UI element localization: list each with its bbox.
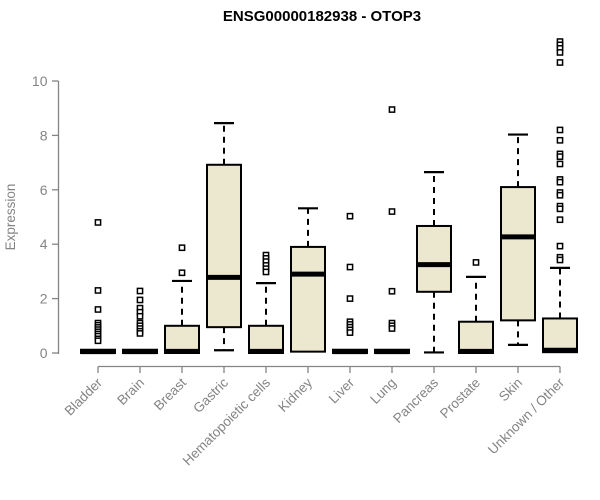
outlier-point (262, 268, 270, 276)
iqr-box (542, 317, 578, 354)
outlier-point (556, 242, 564, 250)
outlier-point (388, 287, 396, 295)
outlier-point (94, 306, 102, 313)
y-tick-label: 8 (40, 127, 48, 143)
outlier-point (556, 136, 564, 144)
outlier-point (556, 178, 564, 186)
box-group (164, 244, 200, 354)
x-category-label: Kidney (275, 375, 315, 415)
x-category-label: Bladder (62, 375, 106, 419)
outlier-point (556, 191, 564, 199)
box-series (80, 38, 578, 355)
outlier-point (94, 337, 102, 345)
box-group (500, 133, 536, 346)
outlier-point (556, 205, 564, 213)
x-category-label: Liver (326, 375, 358, 407)
y-axis-label: Expression (3, 184, 18, 251)
box-group (80, 219, 116, 355)
outlier-point (556, 153, 564, 160)
y-tick-label: 10 (32, 73, 48, 89)
outlier-point (136, 312, 144, 320)
x-category-label: Breast (151, 375, 189, 413)
outlier-point (136, 287, 144, 295)
iqr-box (458, 320, 494, 355)
box-group (458, 259, 494, 355)
x-category-label: Pancreas (390, 375, 441, 426)
x-category-label: Lung (367, 375, 399, 407)
outlier-point (94, 287, 102, 294)
outlier-point (388, 208, 396, 215)
box-group (206, 122, 242, 352)
x-category-label: Unknown / Other (485, 375, 568, 458)
x-category-label: Prostate (437, 375, 483, 421)
box-group (248, 251, 284, 354)
outlier-point (556, 59, 564, 66)
x-category-label: Brain (114, 375, 147, 408)
box-group (332, 212, 368, 355)
y-tick-label: 6 (40, 182, 48, 198)
outlier-point (556, 160, 564, 168)
x-category-label: Gastric (190, 375, 231, 416)
outlier-point (556, 216, 564, 224)
outlier-point (388, 325, 396, 332)
outlier-point (136, 330, 144, 337)
outlier-point (556, 126, 564, 134)
y-tick-label: 4 (40, 236, 48, 252)
box-group (416, 171, 452, 354)
iqr-box (290, 245, 326, 353)
outlier-point (346, 212, 354, 220)
y-tick-label: 0 (40, 345, 48, 361)
box-group (542, 38, 578, 354)
outlier-point (178, 269, 186, 277)
outlier-point (346, 295, 354, 302)
outlier-point (178, 244, 186, 252)
iqr-box (206, 163, 242, 329)
outlier-point (556, 256, 564, 264)
box-group (374, 106, 410, 355)
outlier-point (346, 329, 354, 336)
outlier-point (136, 296, 144, 304)
y-axis: 0 2 4 6 8 10 (32, 73, 60, 361)
outlier-point (388, 106, 396, 113)
iqr-box (500, 186, 536, 322)
iqr-box (416, 224, 452, 293)
outlier-point (346, 263, 354, 271)
outlier-point (556, 49, 564, 56)
chart-title: ENSG00000182938 - OTOP3 (223, 8, 421, 25)
x-category-label: Skin (496, 375, 525, 404)
box-group (290, 207, 326, 353)
outlier-point (94, 219, 102, 226)
outlier-point (472, 259, 480, 266)
y-tick-label: 2 (40, 291, 48, 307)
box-group (122, 287, 158, 355)
